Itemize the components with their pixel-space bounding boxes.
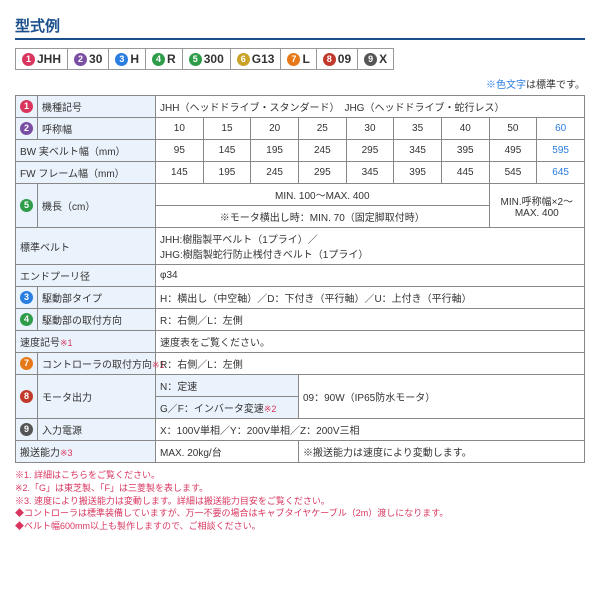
- legend-table: 1JHH2303H4R53006G137L8099X: [15, 48, 394, 70]
- note-standard: ※色文字は標準です。: [15, 76, 585, 91]
- row-speed-code: 速度記号※1 速度表をご覧ください。: [16, 331, 585, 353]
- row-belt-width: BW 実ベルト幅（mm） 95145195245295345395495595: [16, 140, 585, 162]
- row-motor-output: 8 モータ出力 N：定速 09：90W（IP65防水モータ）: [16, 375, 585, 397]
- row-drive-side: 4 駆動部の取付方向 R：右側／L：左側: [16, 309, 585, 331]
- row-end-pulley: エンドプーリ径 φ34: [16, 265, 585, 287]
- legend-cell: 1JHH: [16, 49, 68, 70]
- row-nominal-width: 2 呼称幅 101520253035405060: [16, 118, 585, 140]
- spec-table: 1 機種記号 JHH（ヘッドドライブ・スタンダード） JHG（ヘッドドライブ・蛇…: [15, 95, 585, 463]
- row-model-code: 1 機種記号 JHH（ヘッドドライブ・スタンダード） JHG（ヘッドドライブ・蛇…: [16, 96, 585, 118]
- row-power: 9 入力電源 X：100V単相／Y：200V単相／Z：200V三相: [16, 419, 585, 441]
- page-title: 型式例: [15, 15, 585, 40]
- legend-cell: 7L: [281, 49, 316, 70]
- row-drive-type: 3 駆動部タイプ H：横出し（中空軸）／D：下付き（平行軸）／U：上付き（平行軸…: [16, 287, 585, 309]
- legend-cell: 3H: [109, 49, 146, 70]
- row-controller-side: 7 コントローラの取付方向※1 R：右側／L：左側: [16, 353, 585, 375]
- row-std-belt: 標準ベルト JHH:樹脂製平ベルト（1プライ）／ JHG:樹脂製蛇行防止桟付きベ…: [16, 228, 585, 265]
- legend-cell: 5300: [182, 49, 230, 70]
- legend-cell: 230: [68, 49, 109, 70]
- legend-cell: 6G13: [230, 49, 281, 70]
- legend-cell: 809: [316, 49, 357, 70]
- row-capacity: 搬送能力※3 MAX. 20kg/台 ※搬送能力は速度により変動します。: [16, 441, 585, 463]
- footnotes: ※1. 詳細はこちらをご覧ください。※2.「G」は東芝製、「F」は三菱製を表しま…: [15, 469, 585, 532]
- row-frame-width: FW フレーム幅（mm） 145195245295345395445545645: [16, 162, 585, 184]
- legend-cell: 9X: [358, 49, 394, 70]
- row-length: 5 機長（cm） MIN. 100～MAX. 400 MIN.呼称幅×2～MAX…: [16, 184, 585, 206]
- legend-cell: 4R: [146, 49, 183, 70]
